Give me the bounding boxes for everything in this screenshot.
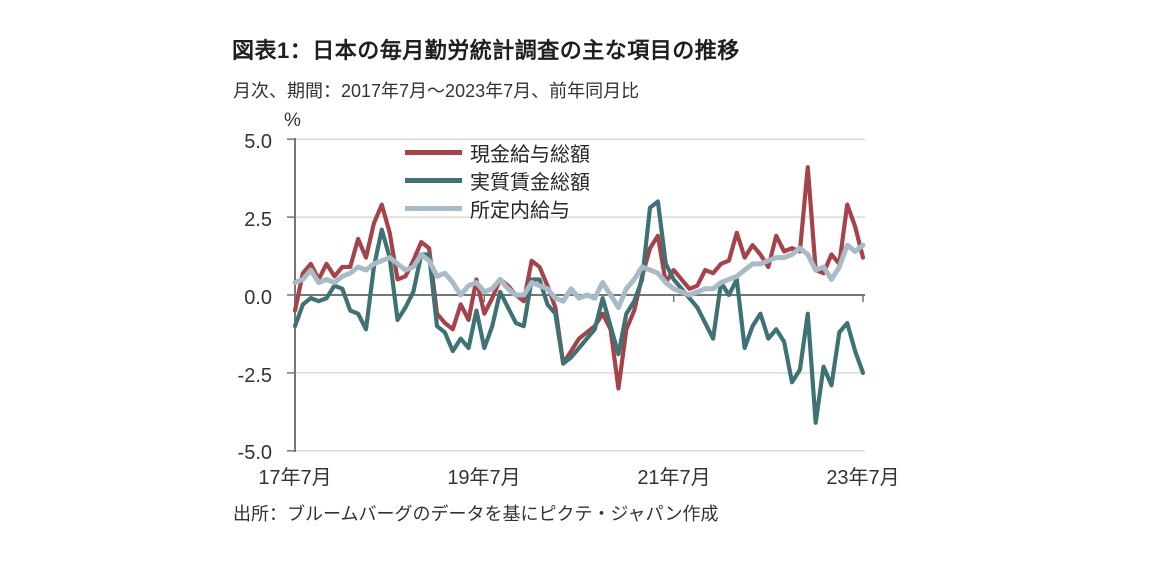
legend-label: 所定内給与	[470, 200, 570, 222]
legend-label: 実質賃金総額	[470, 172, 590, 194]
x-tick-label: 21年7月	[637, 467, 711, 489]
x-tick-label: 17年7月	[258, 467, 332, 489]
y-axis-unit-label: %	[284, 110, 301, 131]
legend-label: 現金給与総額	[470, 144, 590, 166]
page-subtitle: 月次、期間：2017年7月～2023年7月、前年同月比	[233, 81, 640, 101]
y-axis-ticks	[287, 138, 295, 452]
source-note: 出所：ブルームバーグのデータを基にピクテ・ジャパン作成	[233, 504, 719, 524]
series-line-scheduled-earnings	[292, 242, 866, 310]
page-title: 図表1：日本の毎月勤労統計調査の主な項目の推移	[232, 38, 740, 63]
y-tick-label: 2.5	[244, 209, 272, 231]
legend-swatch-real-wages	[405, 178, 462, 183]
x-tick-label: 23年7月	[826, 467, 900, 489]
y-tick-label: -2.5	[237, 365, 272, 387]
y-tick-label: 0.0	[244, 287, 272, 309]
gridlines	[295, 138, 865, 452]
legend-swatch-scheduled-earnings	[405, 206, 462, 211]
legend-swatch-nominal-cash-earnings	[405, 150, 462, 155]
y-tick-label: 5.0	[244, 131, 272, 153]
legend-item: 所定内給与	[405, 194, 570, 223]
y-tick-label: -5.0	[237, 442, 272, 464]
legend-item: 現金給与総額	[405, 138, 590, 167]
series-line-nominal-cash-earnings	[292, 165, 866, 391]
x-tick-label: 19年7月	[447, 467, 521, 489]
legend-item: 実質賃金総額	[405, 166, 590, 195]
